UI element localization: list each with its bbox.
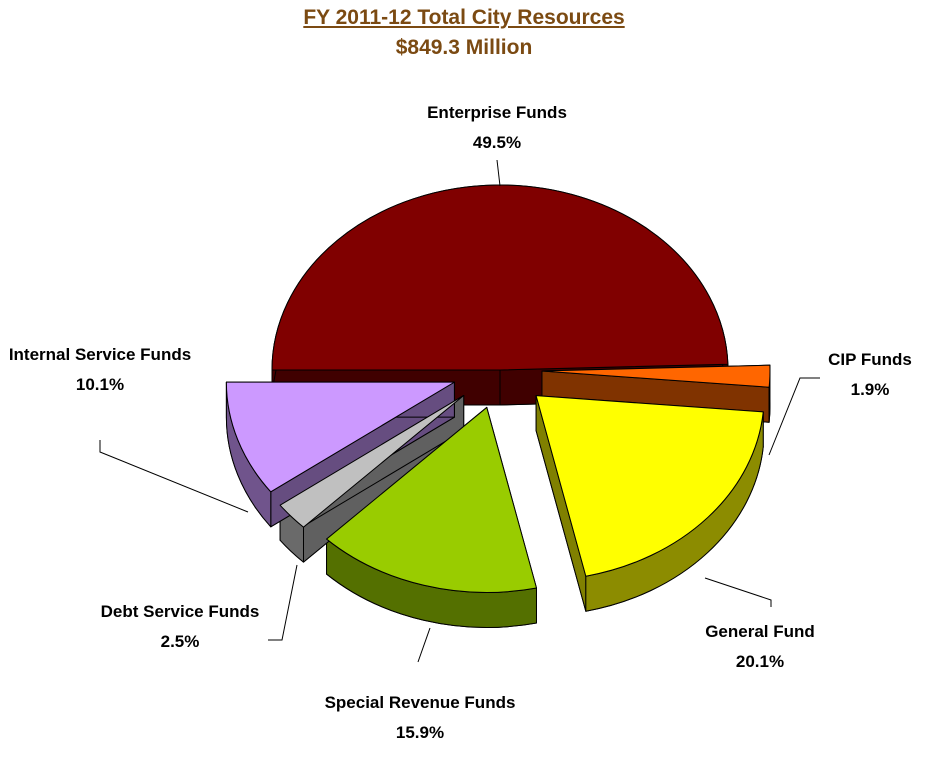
chart-title: FY 2011-12 Total City Resources	[303, 6, 625, 29]
slice	[279, 394, 465, 528]
value-label: 10.1%	[75, 375, 125, 394]
leader-line	[417, 627, 431, 663]
category-label: General Fund	[705, 622, 815, 641]
data-label: Special Revenue Funds 15.9%	[310, 688, 530, 748]
value-label: 1.9%	[850, 380, 890, 399]
chart-subtitle: $849.3 Million	[395, 36, 533, 59]
data-label: Debt Service Funds 2.5%	[95, 597, 265, 657]
data-label: General Fund 20.1%	[660, 617, 860, 677]
slice	[326, 406, 537, 593]
value-label: 20.1%	[735, 652, 785, 671]
category-label: Internal Service Funds	[8, 345, 192, 364]
leader-line	[768, 377, 820, 456]
data-label: Enterprise Funds 49.5%	[367, 98, 627, 158]
category-label: CIP Funds	[828, 350, 912, 369]
slice	[541, 364, 771, 388]
slice	[225, 381, 455, 493]
category-label: Debt Service Funds	[100, 602, 260, 621]
leader-line	[496, 159, 501, 187]
slice	[271, 184, 729, 371]
value-label: 2.5%	[160, 632, 200, 651]
data-label: CIP Funds 1.9%	[800, 345, 928, 405]
slice	[535, 395, 764, 577]
category-label: Enterprise Funds	[427, 103, 567, 122]
category-label: Special Revenue Funds	[324, 693, 516, 712]
value-label: 15.9%	[395, 723, 445, 742]
data-label: Internal Service Funds 10.1%	[0, 340, 200, 400]
leader-line	[99, 440, 249, 513]
leader-line	[704, 577, 772, 607]
value-label: 49.5%	[472, 133, 522, 152]
leader-line	[268, 564, 298, 641]
